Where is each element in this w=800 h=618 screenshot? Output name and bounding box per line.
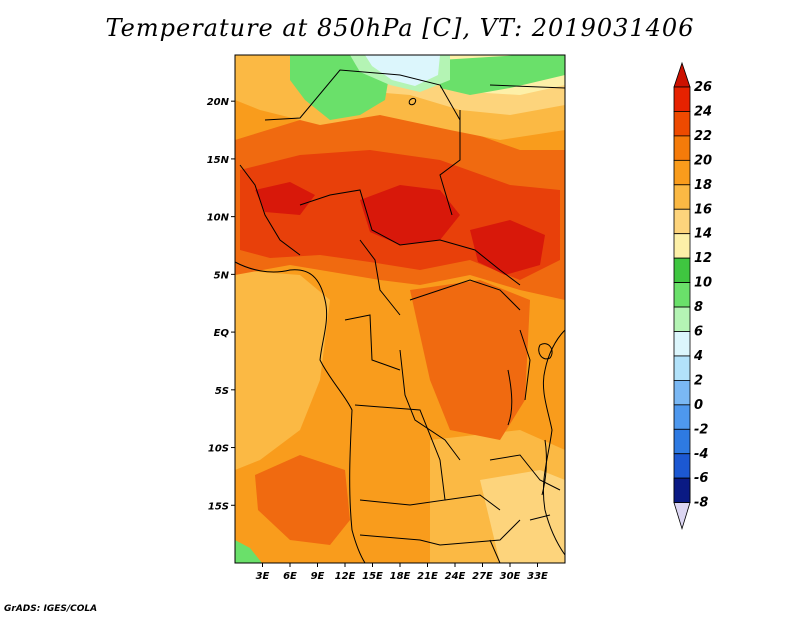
border-9 [399,349,461,461]
colorbar-label: 2 [694,373,703,388]
field-hot-spot-1 [360,185,460,245]
lon-tick-label: 3E [256,571,270,582]
colorbar-swatch [673,453,691,479]
lat-tick-label: 5S [215,386,229,397]
colorbar-label: 26 [694,80,712,95]
field-green-north-east [440,55,565,95]
colorbar-label: 20 [694,153,712,168]
lake-victoria [538,343,553,360]
lat-tick-label: 10S [208,444,229,455]
field-green-south-west [235,540,262,563]
border-17 [529,514,551,521]
colorbar-swatch [673,355,691,381]
lon-tick-label: 18E [390,571,411,582]
lon-tick-label: 6E [283,571,297,582]
lat-tick-label: 15S [208,501,229,512]
colorbar-top-arrow [673,61,691,88]
colorbar-swatch [673,306,691,332]
longitude-ticks: 3E 6E 9E 12E 15E 18E 21E 24E 27E 30E 33E [256,563,548,582]
colorbar-label: 22 [694,129,712,144]
colorbar-label: 18 [694,178,712,193]
lat-tick-label: 5N [214,270,230,281]
lon-tick-label: 33E [527,571,548,582]
credit-label: GrADS: IGES/COLA [4,604,98,614]
colorbar-label: -6 [694,471,708,486]
lat-tick-label: EQ [214,328,230,339]
border-4 [299,189,441,246]
colorbar-label: -4 [694,447,708,462]
border-6 [359,239,401,316]
lat-tick-label: 20N [207,97,230,108]
border-7 [409,279,521,311]
colorbar-label: 0 [694,398,703,413]
colorbar-label: -8 [694,496,708,511]
colorbar-label: 8 [694,300,703,315]
coastline-west-africa [235,261,366,563]
colorbar-bottom-arrow [673,502,691,531]
border-1 [264,69,461,121]
colorbar-label: 14 [694,227,712,242]
lon-tick-label: 24E [445,571,466,582]
map-title: Temperature at 850hPa [C], VT: 201903140… [105,14,695,42]
colorbar-swatch [673,428,691,455]
field-hot-spot-3 [255,182,315,215]
colorbar-swatch [673,477,691,504]
borders [235,69,565,563]
colorbar-swatch [673,208,691,235]
colorbar-swatch [673,233,691,259]
border-12 [489,454,561,491]
colorbar-swatch [673,404,691,430]
colorbar-swatch [673,282,691,308]
colorbar-label: 12 [694,251,712,266]
colorbar-swatch [673,257,691,283]
lon-tick-label: 30E [500,571,521,582]
lon-tick-label: 9E [311,571,325,582]
border-10 [354,404,446,506]
colorbar-label: 24 [694,104,712,119]
lon-tick-label: 12E [335,571,356,582]
colorbar-label: 6 [694,325,703,340]
border-2 [439,110,461,216]
lake-tanganyika [507,369,513,426]
colorbar-swatch [673,159,691,186]
field-warm-south [255,455,350,545]
field-warm-central [410,280,530,440]
colorbar-label: 4 [693,349,703,364]
colorbar-label: -2 [694,422,708,437]
colorbar-label: 10 [694,276,712,291]
border-8 [344,314,401,371]
border-16 [519,329,531,401]
colorbar-swatch [673,184,691,210]
lat-tick-label: 15N [207,155,230,166]
field-cool-ocean [235,270,330,470]
border-15 [489,84,565,89]
lon-tick-label: 27E [472,571,493,582]
colorbar-swatch [673,379,691,406]
lon-tick-label: 21E [417,571,438,582]
lake-malawi [541,439,547,496]
border-13 [489,539,501,563]
border-11 [359,519,521,546]
colorbar-swatch [673,111,691,137]
colorbar-swatch [673,86,691,112]
lake-chad [408,97,417,106]
latitude-ticks: 20N 15N 10N 5N EQ 5S 10S 15S [207,97,235,512]
colorbar-swatch [673,135,691,161]
colorbar-swatch [673,331,691,357]
border-3 [239,164,301,256]
field-light-blue [365,55,440,86]
lat-tick-label: 10N [207,213,230,224]
lon-tick-label: 15E [362,571,383,582]
border-14 [444,494,501,511]
temperature-field [235,55,565,563]
colorbar-label: 16 [694,202,712,217]
border-5 [439,239,521,286]
